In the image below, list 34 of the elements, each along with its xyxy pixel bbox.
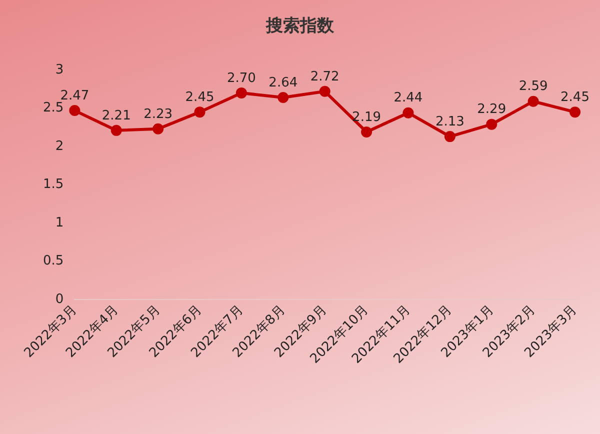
text: 2.23: [144, 106, 173, 122]
point: [361, 126, 372, 138]
point: [278, 92, 289, 104]
point: [570, 106, 580, 118]
text: 2.59: [518, 79, 548, 94]
text: 2.72: [310, 69, 340, 84]
chart-title: 搜索指数: [264, 15, 335, 37]
point: [528, 96, 539, 107]
point: [444, 131, 456, 142]
point: [319, 86, 330, 97]
point: [236, 87, 247, 98]
text: 2.21: [102, 108, 131, 124]
y-tick-label: 0: [55, 292, 64, 307]
point: [402, 107, 414, 118]
y-tick-label: 0.5: [42, 254, 64, 269]
y-tick-label: 1.5: [42, 177, 64, 192]
text: 2.47: [60, 88, 90, 104]
text: 2.13: [435, 114, 464, 130]
text: 2.19: [352, 110, 382, 125]
text: 2.70: [226, 70, 256, 86]
point: [486, 118, 498, 130]
y-tick-label: 1: [55, 215, 64, 230]
point: [69, 105, 80, 116]
y-tick-label: 3: [55, 62, 64, 78]
text: 2.29: [477, 102, 506, 118]
point: [152, 123, 164, 134]
text: 2.45: [185, 90, 214, 105]
text: 2.44: [394, 90, 423, 106]
point: [110, 124, 122, 136]
y-tick-label: 2.5: [42, 100, 64, 116]
point: [194, 106, 206, 118]
text: 2.45: [560, 90, 590, 105]
y-tick-label: 2: [55, 138, 64, 154]
text: 2.64: [268, 75, 298, 90]
